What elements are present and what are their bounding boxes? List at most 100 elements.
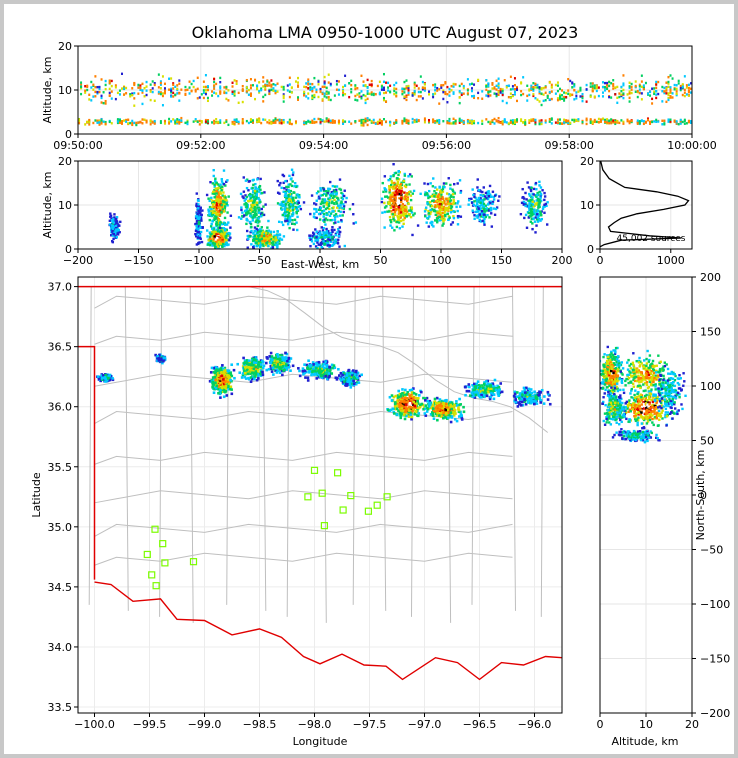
time-altitude-pixel — [350, 122, 353, 125]
east-west-pixel — [404, 195, 407, 198]
time-altitude-pixel — [513, 121, 516, 124]
east-west-pixel — [217, 193, 221, 196]
east-west-pixel — [317, 208, 321, 211]
time-altitude-pixel — [501, 89, 504, 93]
time-altitude-pixel — [507, 95, 510, 99]
east-west-pixel — [536, 220, 540, 223]
time-altitude-pixel — [493, 122, 496, 125]
east-west-pixel — [208, 231, 212, 234]
plan-view-map-panel: −100.0 −99.5 −99.0 −98.5 −98.0 −97.5 −97.0 −96.… — [48, 276, 563, 731]
time-altitude-pixel — [673, 83, 676, 87]
east-west-pixel — [539, 186, 543, 189]
time-altitude-pixel — [653, 87, 656, 90]
time-altitude-pixel — [468, 119, 471, 122]
time-altitude-pixel — [276, 82, 279, 85]
time-altitude-pixel — [534, 119, 537, 122]
map-density-pixel — [213, 375, 217, 379]
time-altitude-pixel — [585, 83, 588, 87]
east-west-pixel — [409, 194, 413, 197]
time-altitude-pixel — [604, 120, 607, 124]
east-west-pixel — [211, 203, 215, 206]
east-west-pixel — [246, 219, 249, 222]
time-altitude-pixel — [642, 86, 645, 90]
east-west-pixel — [278, 203, 282, 206]
east-west-pixel — [401, 225, 404, 228]
east-west-pixel — [332, 206, 335, 209]
east-west-pixel — [278, 237, 282, 240]
east-west-pixel — [336, 196, 339, 200]
time-altitude-pixel — [382, 98, 385, 102]
east-west-pixel — [288, 193, 291, 196]
time-altitude-pixel — [157, 92, 160, 95]
time-altitude-pixel — [366, 90, 369, 93]
east-west-pixel — [343, 244, 347, 248]
time-altitude-pixel — [202, 91, 205, 95]
time-altitude-pixel — [194, 88, 197, 92]
time-altitude-pixel — [260, 87, 263, 90]
east-west-pixel — [532, 217, 535, 220]
east-west-pixel — [328, 199, 331, 202]
time-altitude-pixel — [665, 100, 668, 104]
east-west-pixel — [545, 204, 548, 208]
time-altitude-pixel — [354, 98, 357, 102]
time-altitude-pixel — [499, 89, 502, 92]
east-west-pixel — [228, 239, 231, 242]
east-west-pixel — [403, 216, 406, 220]
east-west-pixel — [259, 236, 262, 240]
time-altitude-pixel — [389, 84, 392, 87]
east-west-pixel — [456, 223, 460, 226]
map-density-pixel — [230, 363, 234, 367]
east-west-pixel — [532, 205, 535, 208]
time-altitude-pixel — [644, 81, 647, 85]
time-altitude-pixel — [225, 91, 228, 95]
time-altitude-pixel — [395, 87, 398, 91]
time-altitude-pixel — [403, 118, 406, 121]
east-west-pixel — [406, 198, 410, 201]
east-west-pixel — [225, 180, 228, 183]
east-west-pixel — [543, 198, 546, 202]
east-west-pixel — [293, 185, 296, 188]
east-west-pixel — [390, 204, 393, 207]
time-altitude-pixel — [516, 88, 519, 92]
time-altitude-pixel — [460, 93, 463, 97]
east-west-pixel — [225, 235, 228, 238]
east-west-pixel — [395, 184, 398, 188]
east-west-pixel — [483, 217, 486, 221]
time-altitude-pixel — [272, 87, 275, 90]
map-density-pixel — [219, 371, 223, 374]
east-west-pixel — [332, 222, 336, 225]
east-west-pixel — [330, 244, 334, 247]
time-altitude-pixel — [311, 94, 314, 98]
time-altitude-pixel — [393, 89, 396, 93]
time-altitude-pixel — [411, 121, 414, 124]
east-west-pixel — [479, 215, 483, 218]
east-west-pixel — [476, 205, 480, 209]
time-altitude-pixel — [305, 82, 308, 85]
time-altitude-pixel — [96, 92, 99, 95]
east-west-pixel — [324, 239, 327, 243]
time-altitude-pixel — [581, 99, 584, 103]
time-altitude-pixel — [123, 93, 126, 96]
time-altitude-pixel — [540, 122, 543, 126]
east-west-pixel — [328, 196, 332, 200]
time-altitude-pixel — [532, 85, 535, 89]
time-altitude-pixel — [342, 119, 345, 122]
east-west-pixel — [431, 199, 434, 203]
time-altitude-pixel — [477, 96, 480, 100]
east-west-pixel — [394, 186, 398, 190]
time-altitude-pixel — [413, 93, 416, 96]
map-density-pixel — [227, 387, 230, 391]
east-west-pixel — [285, 210, 288, 213]
time-altitude-pixel — [389, 90, 392, 93]
map-density-pixel — [224, 388, 227, 391]
east-west-pixel — [244, 194, 247, 197]
east-west-pixel — [430, 204, 434, 208]
east-west-pixel — [476, 201, 479, 204]
east-west-pixel — [248, 199, 252, 203]
east-west-pixel — [210, 206, 213, 209]
map-density-pixel — [222, 378, 225, 381]
time-altitude-pixel — [370, 83, 373, 86]
east-west-pixel — [386, 210, 389, 213]
east-west-pixel — [481, 190, 484, 194]
east-west-pixel — [474, 204, 478, 208]
